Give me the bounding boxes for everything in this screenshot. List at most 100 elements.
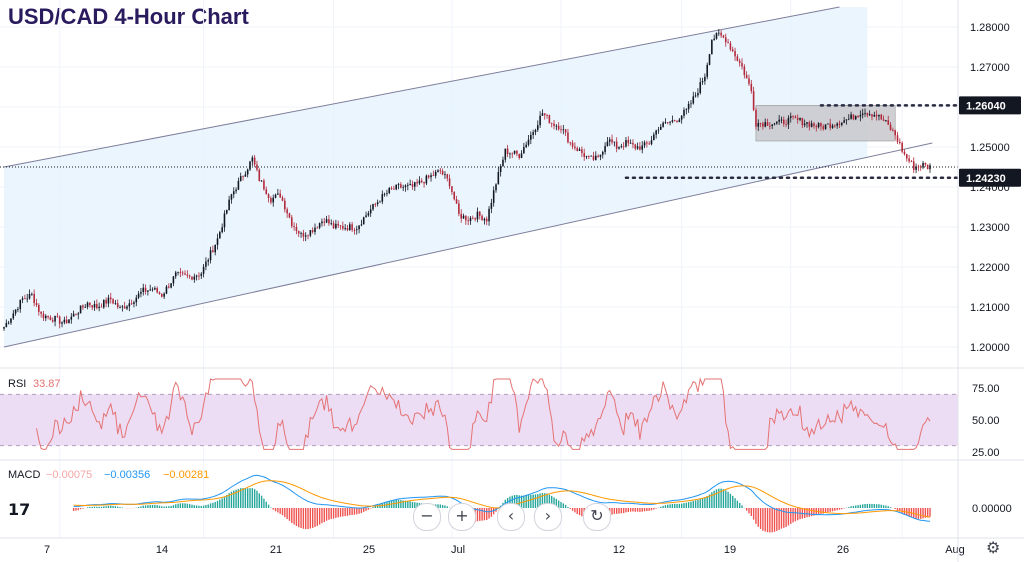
- candle-body: [420, 180, 423, 183]
- candle-body: [307, 235, 309, 237]
- candle-body: [165, 286, 168, 294]
- candle-body: [673, 120, 676, 122]
- candle-body: [330, 223, 333, 225]
- price-tick-label: 1.21000: [970, 302, 1010, 314]
- candle-body: [434, 171, 437, 176]
- candle-body: [564, 129, 567, 133]
- candle-body: [836, 123, 838, 126]
- candle-body: [757, 123, 760, 127]
- candle-body: [390, 188, 393, 189]
- candle-body: [12, 313, 15, 319]
- scroll-left-button[interactable]: ‹: [497, 503, 525, 531]
- candle-body: [894, 130, 896, 136]
- candle-body: [711, 40, 713, 55]
- candle-body: [490, 202, 493, 209]
- candle-body: [277, 193, 279, 195]
- candle-body: [263, 180, 265, 190]
- candle-body: [467, 220, 469, 222]
- price-tick-label: 1.23000: [970, 222, 1010, 234]
- candle-body: [221, 227, 223, 233]
- candle-body: [724, 37, 727, 43]
- candle-body: [207, 260, 210, 262]
- candle-body: [692, 96, 695, 104]
- candle-body: [776, 121, 778, 124]
- candle-body: [17, 309, 19, 310]
- candle-body: [905, 154, 908, 159]
- candle-body: [33, 293, 35, 304]
- candle-body: [393, 188, 395, 190]
- candle-body: [611, 139, 613, 143]
- candle-body: [472, 217, 474, 219]
- zoom-out-button[interactable]: −: [413, 503, 441, 531]
- channel-lower-line[interactable]: [3, 142, 933, 348]
- candle-body: [926, 164, 929, 170]
- candle-body: [481, 215, 483, 221]
- candle-body: [425, 175, 428, 184]
- candle-body: [639, 146, 641, 150]
- candle-body: [281, 197, 284, 201]
- candle-body: [857, 116, 859, 117]
- candle-body: [302, 232, 305, 237]
- candle-body: [625, 139, 627, 147]
- candle-body: [72, 313, 75, 317]
- candle-body: [513, 150, 516, 154]
- candle-body: [669, 121, 671, 123]
- candle-body: [288, 213, 291, 218]
- zoom-in-button[interactable]: +: [448, 503, 476, 531]
- candle-body: [813, 123, 815, 126]
- candle-body: [270, 198, 272, 203]
- candle-body: [225, 209, 228, 214]
- candle-body: [495, 184, 497, 191]
- candle-body: [485, 218, 488, 222]
- candle-body: [585, 156, 588, 157]
- candle-body: [297, 230, 300, 234]
- candle-body: [205, 261, 207, 267]
- time-tick-label: 25: [363, 544, 375, 556]
- reset-chart-button[interactable]: ↻: [583, 503, 611, 531]
- candle-body: [54, 315, 56, 322]
- candle-body: [56, 315, 59, 317]
- candle-body: [388, 188, 391, 194]
- scroll-right-button[interactable]: ›: [534, 503, 562, 531]
- candle-body: [63, 319, 66, 323]
- candle-body: [516, 150, 518, 154]
- candle-body: [321, 221, 323, 224]
- candle-body: [107, 297, 110, 304]
- candle-body: [318, 223, 321, 228]
- candle-body: [195, 275, 198, 277]
- price-tick-label: 1.25000: [970, 142, 1010, 154]
- candle-body: [253, 157, 256, 165]
- rsi-band: [0, 394, 958, 446]
- candle-body: [448, 178, 451, 187]
- candle-body: [873, 114, 876, 117]
- candle-body: [386, 193, 388, 194]
- candle-body: [924, 162, 927, 165]
- candle-body: [597, 155, 599, 157]
- channel-upper-line[interactable]: [3, 6, 840, 168]
- candle-body: [140, 291, 142, 294]
- candle-body: [864, 112, 866, 114]
- macd-value: −0.00356: [104, 469, 150, 481]
- candle-body: [553, 123, 555, 126]
- candle-body: [239, 176, 242, 181]
- candle-body: [727, 42, 729, 44]
- candle-body: [14, 309, 17, 314]
- candle-body: [51, 319, 54, 322]
- candle-body: [58, 316, 61, 324]
- candle-body: [829, 123, 832, 128]
- candle-body: [161, 293, 163, 297]
- candle-body: [806, 122, 808, 124]
- candle-body: [583, 153, 586, 157]
- candle-body: [636, 146, 639, 149]
- candle-body: [116, 303, 119, 308]
- candle-body: [743, 66, 746, 76]
- candle-body: [223, 213, 226, 228]
- settings-gear-icon[interactable]: ⚙: [986, 538, 1001, 557]
- candle-body: [532, 132, 534, 135]
- time-axis: 7 14 21 25 Jul 12 19 26 Aug: [44, 544, 965, 556]
- candle-body: [536, 125, 539, 130]
- candle-body: [595, 155, 597, 160]
- candle-body: [706, 64, 709, 77]
- tradingview-logo[interactable]: 17: [8, 500, 31, 519]
